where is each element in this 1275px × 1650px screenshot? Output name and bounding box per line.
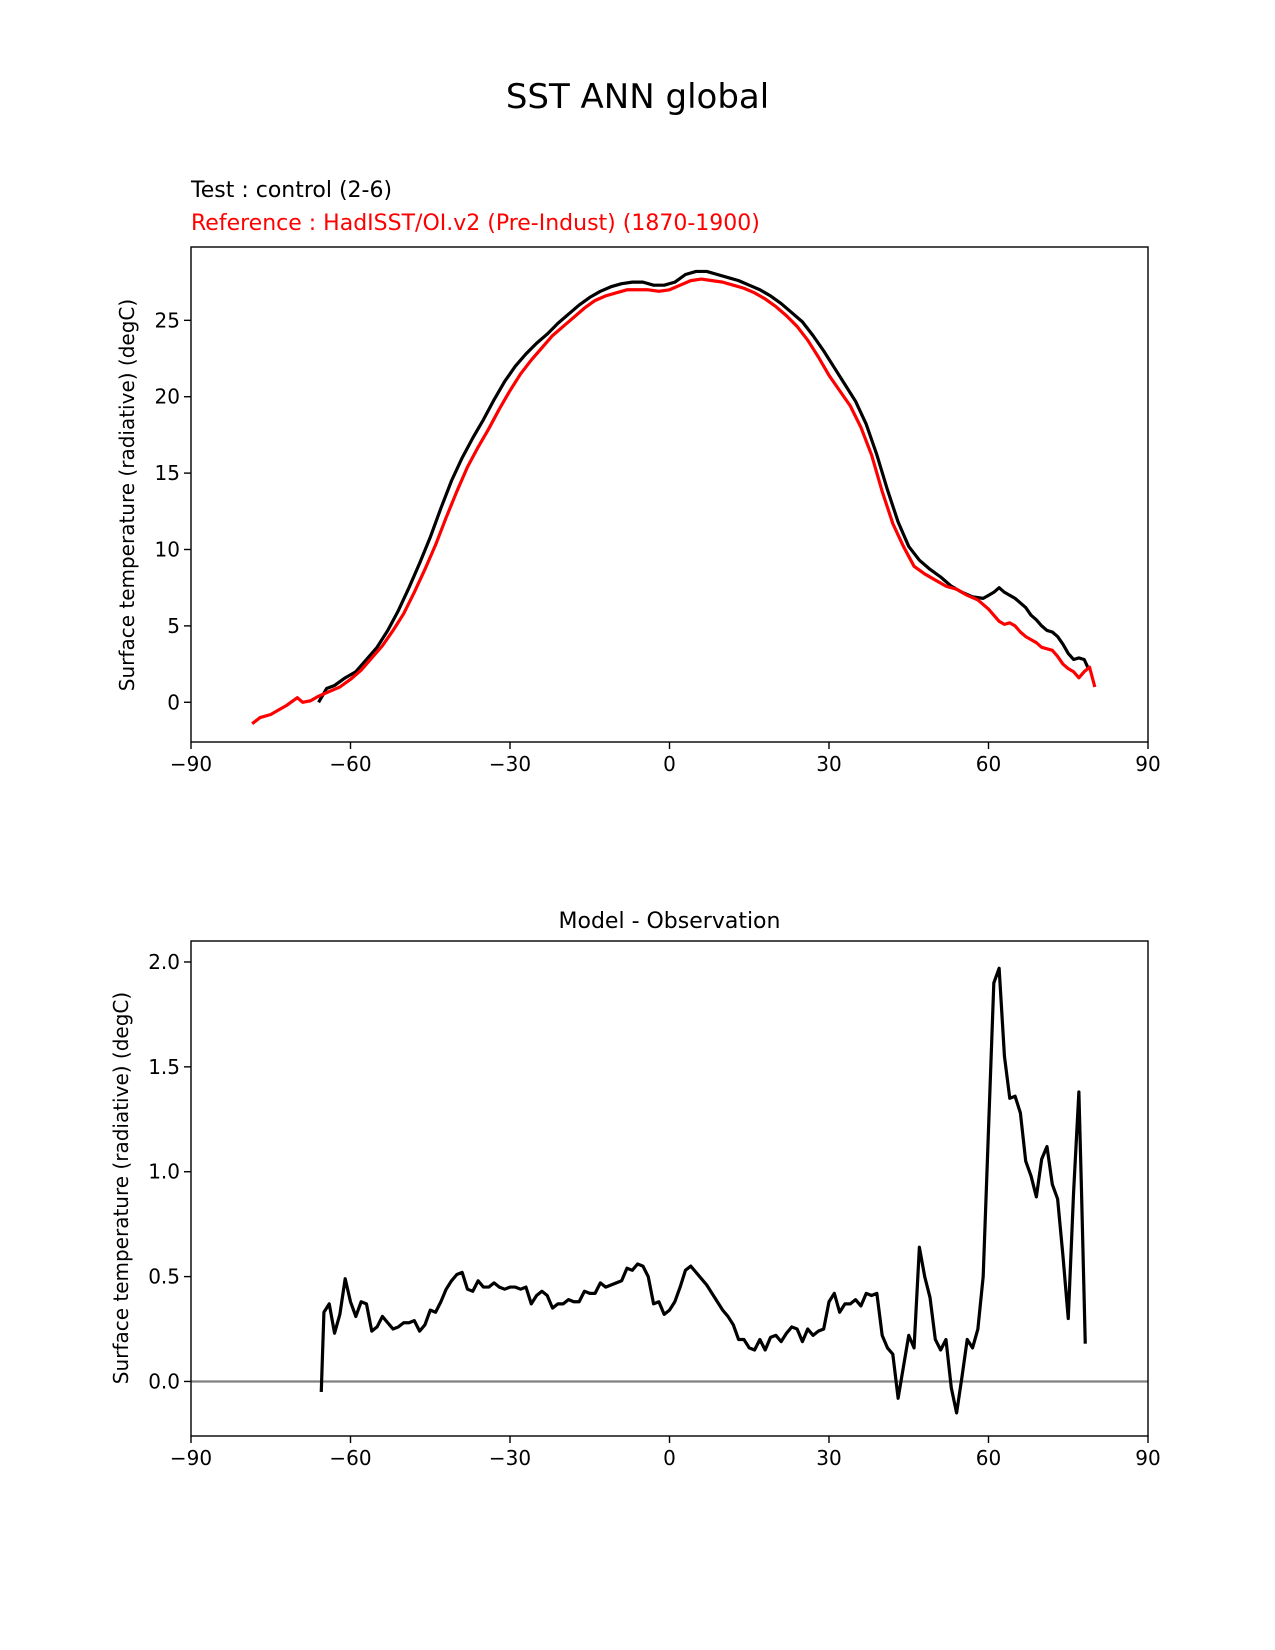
series-line-test [319, 966, 1087, 1415]
x-tick-label: 30 [816, 752, 841, 776]
x-tick-label: −90 [170, 1446, 212, 1470]
bottom-y-axis-label: Surface temperature (radiative) (degC) [109, 992, 133, 1384]
bottom-title: Model - Observation [559, 909, 781, 934]
series-line-test [317, 269, 1090, 704]
bottom-panel: Model - Observation −90 −60 −30 0 30 60 90 0.0 0… [109, 909, 1161, 1470]
x-tick-label: 0 [663, 1446, 676, 1470]
top-y-axis-label: Surface temperature (radiative) (degC) [115, 299, 139, 691]
series-line-reference [251, 277, 1097, 725]
y-tick-label: 25 [155, 308, 180, 332]
figure-title: SST ANN global [506, 77, 769, 117]
x-tick-label: 0 [663, 752, 676, 776]
bottom-plot-frame [190, 940, 1149, 1437]
bottom-ticks: −90 −60 −30 0 30 60 90 0.0 0.5 1.0 1.5 2.0 [148, 950, 1161, 1470]
y-tick-label: 10 [155, 538, 180, 562]
top-plot-frame [190, 246, 1149, 743]
top-panel: Test : control (2-6) Reference : HadISST… [115, 178, 1161, 776]
y-tick-label: 5 [167, 614, 180, 638]
x-tick-label: −60 [329, 1446, 371, 1470]
y-tick-label: 1.5 [148, 1055, 180, 1079]
top-ticks: −90 −60 −30 0 30 60 90 0 5 10 15 20 25 [155, 308, 1161, 776]
bottom-series [191, 966, 1148, 1415]
y-tick-label: 1.0 [148, 1160, 180, 1184]
x-tick-label: 90 [1135, 1446, 1160, 1470]
y-tick-label: 0 [167, 690, 180, 714]
x-tick-label: −30 [489, 752, 531, 776]
x-tick-label: −30 [489, 1446, 531, 1470]
top-series [251, 269, 1097, 725]
y-tick-label: 20 [155, 385, 180, 409]
y-tick-label: 0.5 [148, 1265, 180, 1289]
y-tick-label: 0.0 [148, 1369, 180, 1393]
x-tick-label: 90 [1135, 752, 1160, 776]
x-tick-label: 60 [976, 1446, 1001, 1470]
y-tick-label: 15 [155, 461, 180, 485]
top-title-reference: Reference : HadISST/OI.v2 (Pre-Indust) (… [191, 211, 760, 236]
x-tick-label: 60 [976, 752, 1001, 776]
top-title-test: Test : control (2-6) [190, 178, 392, 203]
x-tick-label: −90 [170, 752, 212, 776]
x-tick-label: −60 [329, 752, 371, 776]
y-tick-label: 2.0 [148, 950, 180, 974]
x-tick-label: 30 [816, 1446, 841, 1470]
